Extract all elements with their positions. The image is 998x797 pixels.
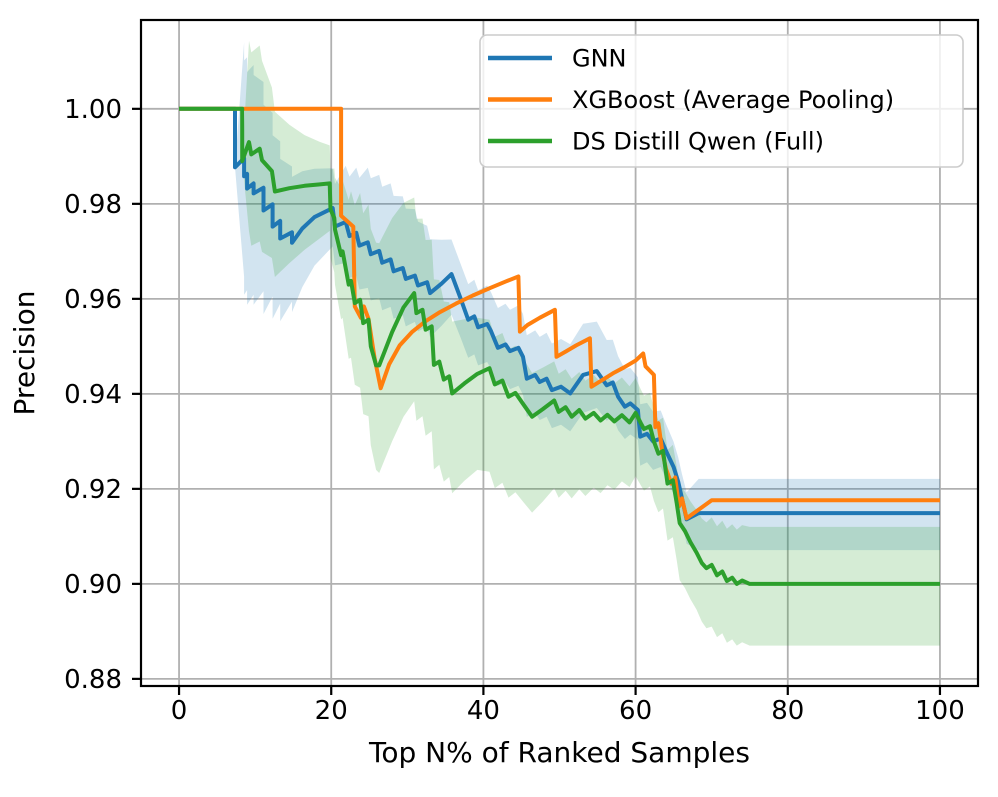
legend-item: XGBoost (Average Pooling) bbox=[488, 86, 894, 114]
series-lines bbox=[179, 106, 940, 586]
tick-marks bbox=[132, 107, 942, 695]
x-tick-label: 40 bbox=[467, 696, 500, 726]
tick-labels: 0 20 40 60 80 100 1.00 0.98 0.96 0.94 0.92 0.90 0.88 bbox=[64, 95, 965, 726]
y-tick-label: 0.94 bbox=[64, 380, 122, 410]
x-tick-label: 60 bbox=[619, 696, 652, 726]
legend: GNN XGBoost (Average Pooling) DS Distill Q… bbox=[479, 34, 964, 168]
x-tick-label: 100 bbox=[915, 696, 965, 726]
legend-label: DS Distill Qwen (Full) bbox=[572, 128, 824, 156]
y-axis-label: Precision bbox=[8, 291, 41, 416]
legend-item: DS Distill Qwen (Full) bbox=[488, 128, 824, 156]
series-line bbox=[179, 106, 940, 522]
series-line bbox=[179, 106, 940, 586]
legend-item: GNN bbox=[488, 45, 627, 73]
y-tick-label: 0.96 bbox=[64, 285, 122, 315]
x-axis-label: Top N% of Ranked Samples bbox=[368, 736, 750, 769]
y-tick-label: 0.88 bbox=[64, 665, 122, 695]
axes-frame bbox=[139, 18, 980, 688]
y-tick-label: 0.98 bbox=[64, 190, 122, 220]
legend-label: GNN bbox=[572, 45, 627, 73]
y-tick-label: 0.90 bbox=[64, 570, 122, 600]
y-tick-label: 1.00 bbox=[64, 95, 122, 125]
legend-box bbox=[479, 34, 964, 168]
legend-label: XGBoost (Average Pooling) bbox=[572, 86, 894, 114]
x-tick-label: 0 bbox=[171, 696, 188, 726]
x-tick-label: 80 bbox=[771, 696, 804, 726]
plot-border bbox=[139, 18, 980, 688]
y-tick-label: 0.92 bbox=[64, 475, 122, 505]
x-tick-label: 20 bbox=[315, 696, 348, 726]
